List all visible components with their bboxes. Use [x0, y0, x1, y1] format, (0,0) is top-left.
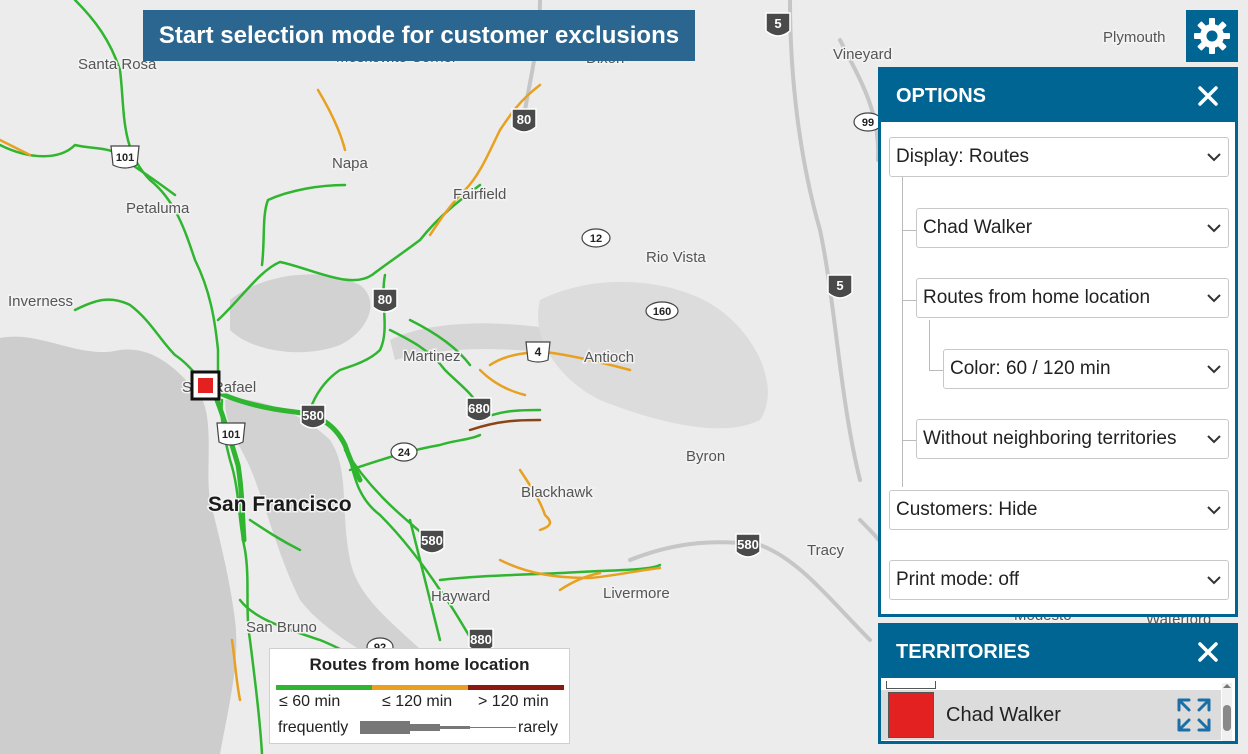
chevron-down-icon — [1207, 153, 1221, 162]
selection-mode-button[interactable]: Start selection mode for customer exclus… — [143, 10, 695, 61]
svg-text:Inverness: Inverness — [8, 293, 73, 310]
territory-row[interactable]: Chad Walker — [881, 690, 1221, 740]
territory-color-swatch — [888, 692, 934, 738]
svg-text:Rio Vista: Rio Vista — [646, 249, 706, 266]
settings-button[interactable] — [1186, 10, 1238, 62]
svg-text:80: 80 — [378, 292, 392, 307]
svg-text:San Bruno: San Bruno — [246, 619, 317, 636]
print-mode-select[interactable]: Print mode: off — [889, 560, 1229, 600]
svg-text:160: 160 — [653, 306, 671, 318]
svg-text:Antioch: Antioch — [584, 349, 634, 366]
delta — [538, 281, 768, 429]
gear-icon — [1194, 18, 1230, 54]
legend-width-scale — [360, 721, 516, 734]
legend-bar-frequent — [276, 685, 372, 690]
svg-text:12: 12 — [590, 233, 602, 245]
territories-title: TERRITORIES — [896, 640, 1031, 663]
color-select[interactable]: Color: 60 / 120 min — [943, 349, 1229, 389]
person-select[interactable]: Chad Walker — [916, 208, 1229, 248]
legend-title: Routes from home location — [309, 655, 530, 674]
route-legend: Routes from home location ≤ 60 min ≤ 120… — [269, 648, 570, 744]
svg-text:580: 580 — [421, 533, 443, 548]
territories-header: TERRITORIES — [881, 626, 1235, 678]
svg-text:99: 99 — [862, 117, 874, 129]
svg-text:Livermore: Livermore — [603, 585, 670, 602]
svg-text:680: 680 — [468, 401, 490, 416]
svg-text:Plymouth: Plymouth — [1103, 29, 1166, 46]
legend-frequently-label: frequently — [278, 719, 349, 736]
scrollbar-thumb[interactable] — [1223, 705, 1231, 731]
svg-text:580: 580 — [737, 537, 759, 552]
svg-text:101: 101 — [116, 152, 134, 164]
customers-select-value: Customers: Hide — [896, 499, 1038, 520]
svg-text:580: 580 — [302, 408, 324, 423]
close-icon[interactable] — [1197, 85, 1219, 107]
home-location-marker[interactable] — [190, 370, 221, 401]
legend-band-label: ≤ 60 min — [279, 693, 341, 710]
options-panel: OPTIONS Display: Routes Chad Walker Rout… — [878, 67, 1238, 617]
scrollbar[interactable] — [1222, 683, 1232, 741]
svg-text:5: 5 — [774, 16, 781, 31]
options-header: OPTIONS — [881, 70, 1235, 122]
chevron-down-icon — [1207, 435, 1221, 444]
person-select-value: Chad Walker — [923, 217, 1033, 238]
svg-text:Santa Rosa: Santa Rosa — [78, 56, 157, 73]
svg-text:Napa: Napa — [332, 155, 369, 172]
display-select-value: Display: Routes — [896, 146, 1030, 167]
neighbors-select-value: Without neighboring territories — [923, 428, 1177, 449]
san-pablo-bay — [230, 274, 371, 353]
svg-text:80: 80 — [517, 112, 531, 127]
legend-bar-rare — [468, 685, 564, 690]
legend-band-label: ≤ 120 min — [382, 693, 453, 710]
routes-mode-select[interactable]: Routes from home location — [916, 278, 1229, 318]
territory-name: Chad Walker — [946, 703, 1061, 726]
sf-bay — [225, 399, 460, 700]
neighbors-select[interactable]: Without neighboring territories — [916, 419, 1229, 459]
svg-text:4: 4 — [535, 345, 542, 359]
pacific-ocean — [0, 336, 237, 754]
svg-text:Vineyard: Vineyard — [833, 46, 892, 63]
svg-text:5: 5 — [836, 278, 843, 293]
svg-text:Byron: Byron — [686, 448, 725, 465]
print-mode-select-value: Print mode: off — [896, 569, 1020, 590]
expand-arrows-icon[interactable] — [1175, 696, 1213, 734]
list-item[interactable] — [886, 681, 936, 689]
svg-text:101: 101 — [222, 429, 240, 441]
customers-select[interactable]: Customers: Hide — [889, 490, 1229, 530]
chevron-down-icon — [1207, 365, 1221, 374]
legend-rarely-label: rarely — [518, 719, 559, 736]
svg-text:24: 24 — [398, 447, 411, 459]
svg-text:San Francisco: San Francisco — [208, 493, 352, 516]
display-select[interactable]: Display: Routes — [889, 137, 1229, 177]
svg-text:Hayward: Hayward — [431, 588, 490, 605]
legend-band-label: > 120 min — [478, 693, 549, 710]
chevron-down-icon — [1207, 576, 1221, 585]
svg-text:Blackhawk: Blackhawk — [521, 484, 593, 501]
svg-text:Tracy: Tracy — [807, 542, 844, 559]
territories-panel: TERRITORIES Chad Walker — [878, 623, 1238, 744]
close-icon[interactable] — [1197, 641, 1219, 663]
svg-text:Fairfield: Fairfield — [453, 186, 506, 203]
chevron-down-icon — [1207, 506, 1221, 515]
highway-shields: 5 80 80 580 680 5 580 580 880 4 101 101 … — [110, 12, 883, 657]
chevron-down-icon — [1207, 294, 1221, 303]
svg-text:Martinez: Martinez — [403, 348, 461, 365]
svg-text:Petaluma: Petaluma — [126, 200, 190, 217]
color-select-value: Color: 60 / 120 min — [950, 358, 1111, 379]
legend-bar-medium — [372, 685, 468, 690]
chevron-down-icon — [1207, 224, 1221, 233]
options-title: OPTIONS — [896, 84, 987, 107]
routes-mode-select-value: Routes from home location — [923, 287, 1151, 308]
svg-text:880: 880 — [470, 632, 492, 647]
